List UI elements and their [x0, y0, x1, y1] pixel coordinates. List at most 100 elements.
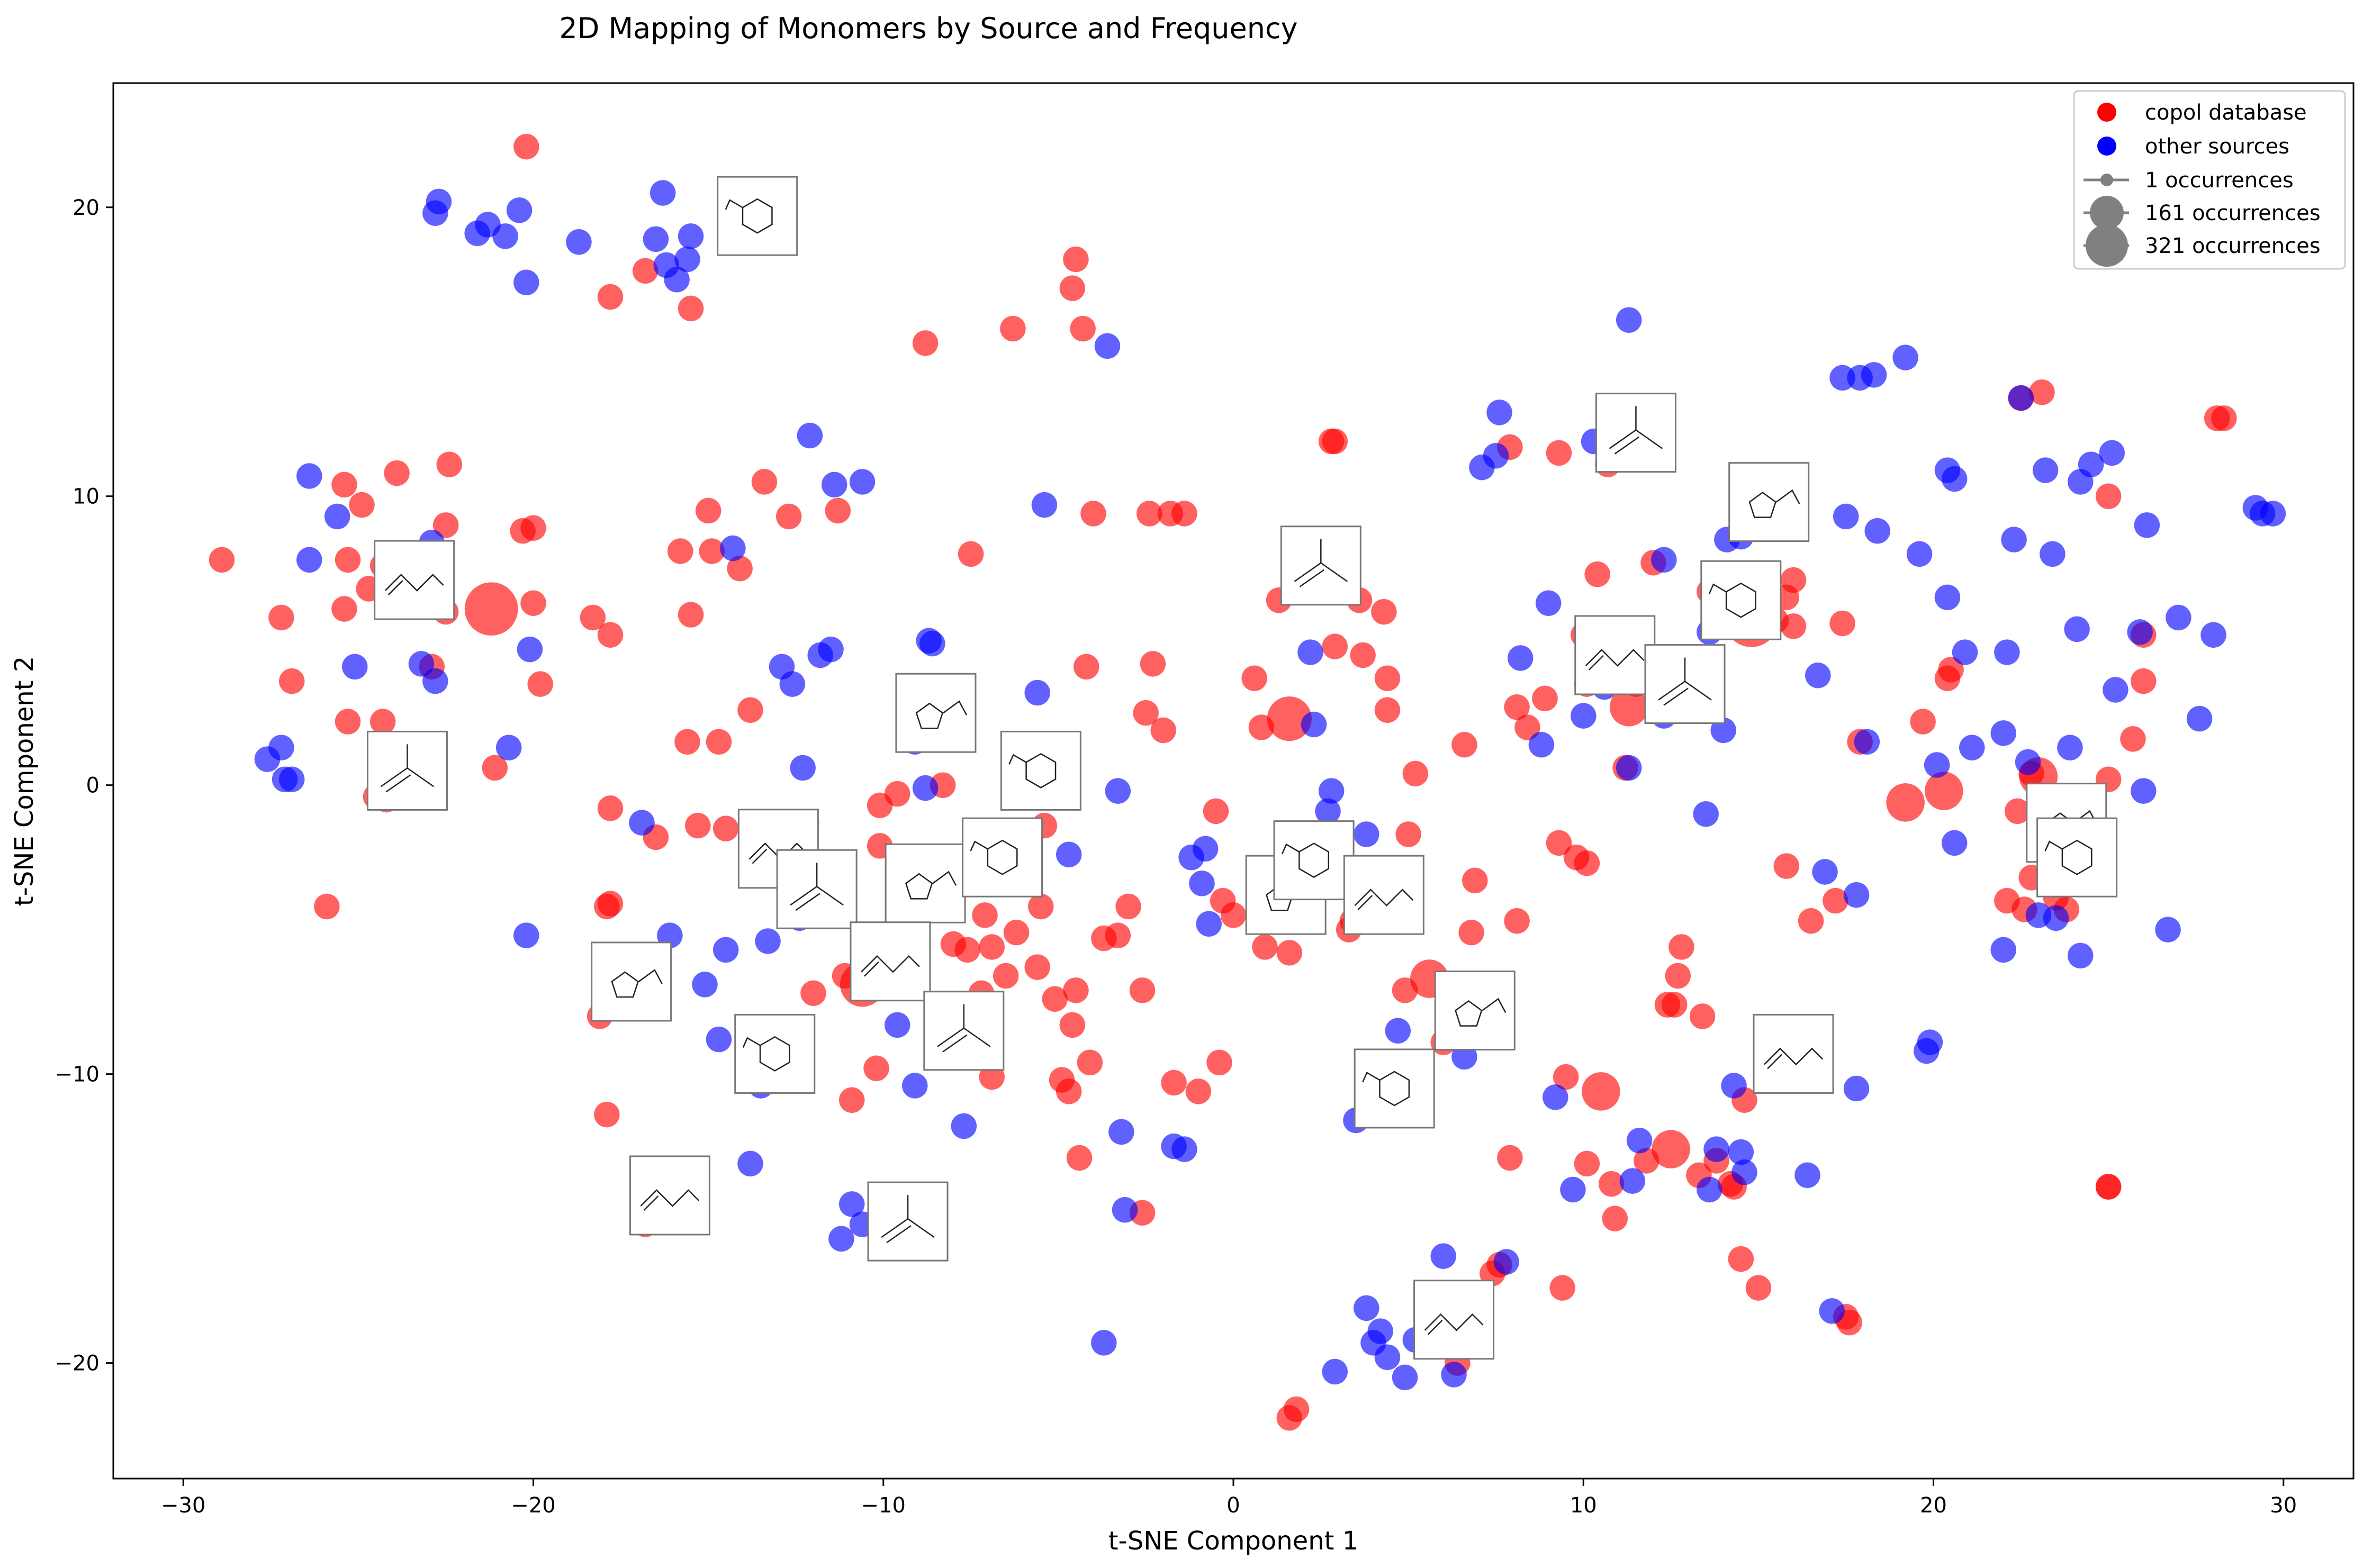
fluoro-alkyl-molecule: [1728, 462, 1810, 542]
other-point-72: [1297, 639, 1323, 665]
copol-point-195: [1829, 610, 1855, 637]
other-point-92: [1493, 1249, 1520, 1275]
other-point-42: [797, 422, 823, 449]
copol-point-172: [1661, 992, 1688, 1018]
phenyl-acrylate-molecule: [1595, 393, 1676, 473]
copol-point-151: [1546, 830, 1572, 856]
other-point-135: [1917, 1029, 1943, 1055]
other-point-7: [342, 654, 368, 680]
other-point-22: [629, 810, 655, 836]
copol-point-77: [993, 963, 1019, 989]
copol-point-100: [1133, 700, 1159, 726]
copol-point-190: [1780, 567, 1807, 593]
other-point-63: [1105, 778, 1131, 804]
other-point-151: [2040, 541, 2066, 567]
other-point-110: [1697, 1176, 1722, 1203]
x-axis-label: t-SNE Component 1: [1108, 1526, 1359, 1556]
other-point-27: [664, 267, 690, 293]
other-point-75: [1315, 798, 1341, 824]
copol-point-72: [958, 541, 984, 567]
acrylamide-molecule: [1273, 820, 1355, 901]
other-point-15: [492, 223, 518, 249]
copol-point-56: [825, 497, 851, 524]
data-points: [209, 133, 2286, 1431]
other-point-94: [1528, 732, 1555, 758]
other-point-141: [1952, 639, 1978, 665]
copol-point-33: [594, 1101, 620, 1128]
copol-point-148: [1504, 694, 1530, 720]
hydroxy-nitrile-molecule: [867, 1181, 949, 1262]
other-point-4: [296, 463, 322, 489]
other-point-103: [1616, 307, 1642, 333]
other-point-67: [1171, 1136, 1197, 1162]
other-point-155: [2067, 942, 2094, 969]
y-tick-label: −10: [55, 1063, 100, 1087]
copol-point-30: [597, 795, 624, 821]
methyl-vinyl-ketone-molecule: [1574, 615, 1656, 695]
copol-point-0: [209, 547, 235, 573]
legend-size-1: 1 occurrences: [2084, 168, 2294, 193]
other-point-120: [1794, 1162, 1820, 1188]
copol-point-102: [1150, 717, 1176, 744]
legend-label: other sources: [2145, 134, 2289, 159]
copol-point-218: [2095, 1174, 2122, 1200]
other-point-64: [1108, 1119, 1134, 1145]
copol-point-95: [1080, 501, 1106, 527]
copol-point-14: [384, 460, 410, 486]
other-point-21: [566, 229, 592, 255]
copol-point-5: [335, 547, 361, 573]
copol-point-87: [1059, 1012, 1086, 1038]
other-point-130: [1864, 518, 1890, 544]
other-point-50: [884, 1012, 910, 1038]
other-point-90: [1483, 443, 1509, 469]
copol-point-48: [737, 697, 763, 723]
other-point-57: [951, 1113, 977, 1139]
other-point-60: [1056, 841, 1082, 867]
other-point-17: [517, 636, 543, 663]
other-point-18: [506, 197, 533, 223]
copol-point-55: [800, 980, 826, 1007]
copol-point-153: [1546, 440, 1572, 466]
axis-ticks: −30 −20 −10 0 10 20 30 −20 −10 0 10 20: [55, 196, 2297, 1518]
dichlorostyrene-molecule: [366, 730, 448, 811]
other-point-76: [1322, 1358, 1348, 1385]
copol-point-90: [1063, 246, 1089, 273]
copol-point-7: [335, 709, 361, 735]
copol-point-107: [1171, 501, 1197, 527]
oxazoline-molecule: [629, 1155, 710, 1236]
other-point-144: [1990, 937, 2016, 963]
y-tick-label: −20: [55, 1352, 100, 1376]
other-point-82: [1374, 1344, 1401, 1370]
copol-point-112: [1220, 902, 1247, 928]
copol-point-88: [1063, 977, 1089, 1003]
other-point-87: [1441, 1362, 1467, 1388]
copol-point-160: [1584, 561, 1610, 587]
legend-other: other sources: [2097, 134, 2289, 159]
methacrylate-ester-molecule: [1700, 560, 1782, 640]
copol-point-98: [1115, 893, 1141, 920]
divinyl-ether-molecule: [923, 991, 1005, 1071]
vinylpyridine-molecule: [374, 540, 455, 620]
plot-frame: [112, 82, 2355, 1480]
legend-copol: copol database: [2097, 101, 2307, 125]
copol-point-4: [331, 472, 357, 498]
other-point-102: [1619, 1168, 1646, 1194]
benzyl-acrylate-molecule: [1413, 1280, 1495, 1360]
other-point-157: [2078, 451, 2104, 477]
copol-point-189: [1780, 613, 1807, 639]
copol-point-41: [678, 295, 704, 322]
copol-point-42: [685, 812, 711, 839]
copol-point-154: [1553, 1064, 1579, 1090]
other-point-153: [2057, 735, 2083, 760]
other-point-160: [2127, 619, 2153, 645]
copol-point-215: [2095, 483, 2122, 509]
other-point-35: [737, 1150, 763, 1177]
other-point-78: [1354, 821, 1379, 847]
other-point-11: [426, 188, 452, 215]
other-point-55: [916, 628, 942, 654]
fluorinated-styrene-molecule: [895, 673, 977, 753]
other-point-98: [1571, 703, 1597, 729]
other-point-23: [643, 226, 669, 252]
copol-point-50: [775, 503, 802, 530]
thio-alkene-molecule: [776, 849, 858, 929]
